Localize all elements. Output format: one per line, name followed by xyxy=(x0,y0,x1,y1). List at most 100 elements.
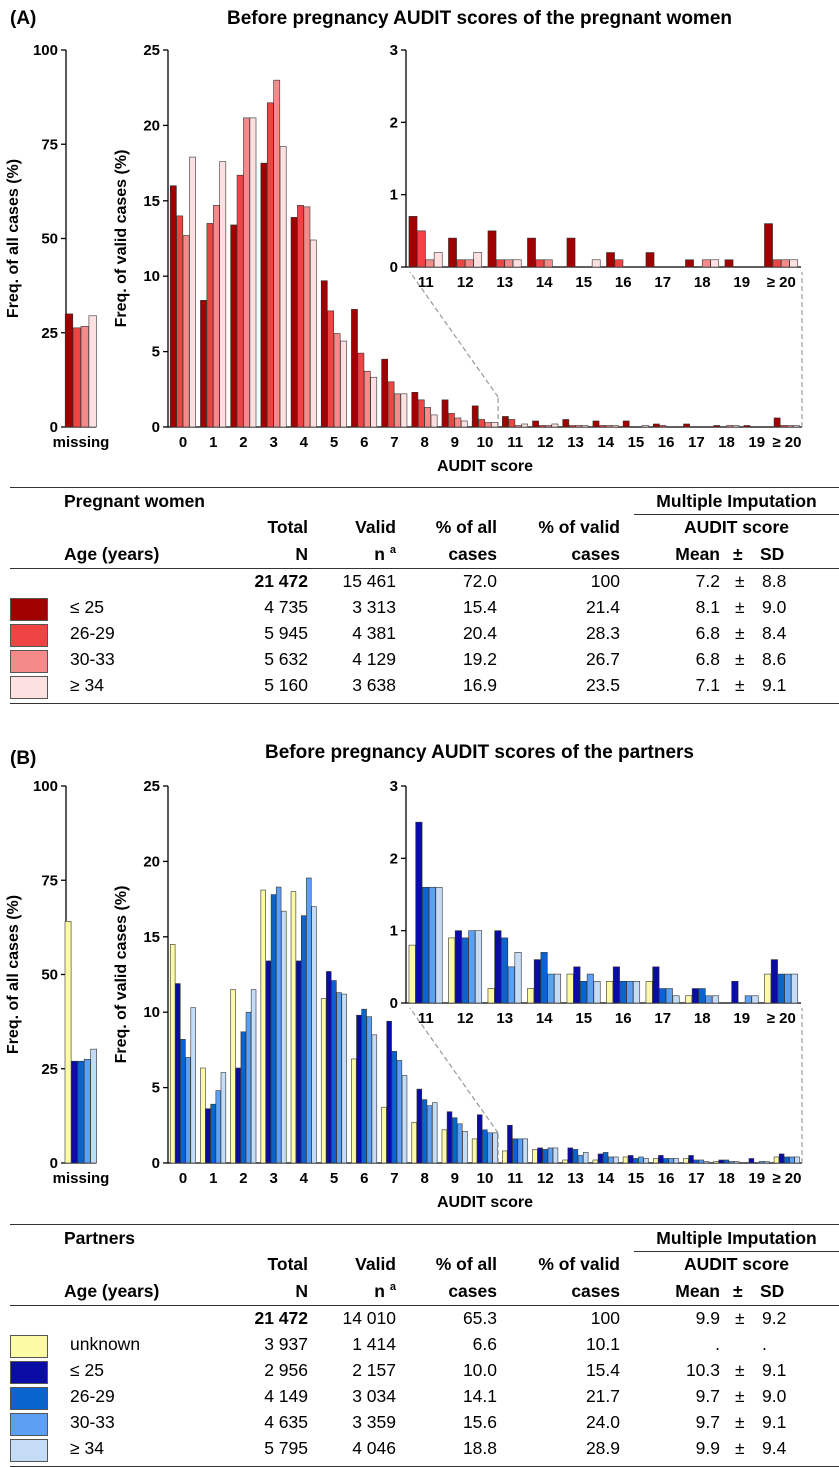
y-tick-label: 100 xyxy=(33,42,58,59)
bar xyxy=(611,425,619,428)
x-tick-label: 18 xyxy=(718,1170,735,1187)
x-tick-label: 18 xyxy=(718,434,735,451)
bar xyxy=(448,237,457,268)
x-tick-label: 3 xyxy=(269,1170,277,1187)
table-row-valid: 2 157 xyxy=(352,1360,396,1380)
table-row-age: unknown xyxy=(70,1334,141,1354)
bar xyxy=(491,422,498,428)
table-row-pct-all: 6.6 xyxy=(472,1334,497,1354)
bar xyxy=(265,960,272,1164)
table-row-pm: ± xyxy=(735,623,745,643)
y-tick-label: 3 xyxy=(390,778,398,795)
bar xyxy=(303,206,311,428)
bar xyxy=(200,300,207,428)
x-tick-label: 5 xyxy=(330,434,338,451)
bar xyxy=(169,185,177,428)
bar xyxy=(430,414,438,428)
table-total-row-sd: 9.2 xyxy=(762,1308,787,1328)
table-total-row-valid: 15 461 xyxy=(342,571,396,591)
table-total-row-pct-all: 72.0 xyxy=(462,571,497,591)
x-tick-label: 3 xyxy=(269,434,277,451)
header-pct-valid: % of valid xyxy=(538,517,620,537)
table-row-sd: 9.1 xyxy=(762,675,787,695)
x-tick-label: 1 xyxy=(209,1170,217,1187)
bar xyxy=(581,425,589,428)
bar xyxy=(441,1129,448,1164)
y-tick-label: 15 xyxy=(143,929,160,946)
table-row-valid: 1 414 xyxy=(352,1334,396,1354)
bar xyxy=(784,973,792,1004)
x-tick-label: 11 xyxy=(507,434,523,451)
x-tick-label: 13 xyxy=(496,274,513,291)
bar xyxy=(685,995,693,1004)
bar xyxy=(685,259,694,268)
bar xyxy=(597,1153,604,1164)
bar xyxy=(778,1153,785,1164)
bar xyxy=(764,1161,770,1164)
multiple-imputation-label: Multiple Imputation xyxy=(656,491,817,511)
bar xyxy=(638,1156,644,1164)
zoom-connector xyxy=(409,271,499,398)
y-tick-label: 20 xyxy=(143,117,160,134)
x-axis-label: AUDIT score xyxy=(437,1194,533,1211)
bar xyxy=(417,230,426,268)
bar xyxy=(619,981,627,1004)
bar xyxy=(425,259,435,268)
x-tick-label: 19 xyxy=(733,274,750,291)
bar xyxy=(422,886,430,1004)
bar xyxy=(573,966,581,1004)
y-tick-label: 5 xyxy=(152,344,160,361)
bar xyxy=(462,1131,468,1164)
y-tick-label: 10 xyxy=(143,268,160,285)
table-row-total: 4 635 xyxy=(264,1412,308,1432)
x-axis-label: AUDIT score xyxy=(437,458,533,475)
table-row-pm: ± xyxy=(735,675,745,695)
x-tick-label: 0 xyxy=(179,1170,187,1187)
x-tick-label: 0 xyxy=(179,434,187,451)
table-row-sd: 9.0 xyxy=(762,1386,787,1406)
x-tick-label: 17 xyxy=(654,274,671,291)
table-row-valid: 4 046 xyxy=(352,1438,396,1458)
bar xyxy=(220,1072,227,1164)
x-tick-label: ≥ 20 xyxy=(772,434,801,451)
bar xyxy=(333,333,341,428)
bar xyxy=(653,423,660,428)
bar xyxy=(415,821,423,1004)
bar xyxy=(273,79,281,428)
table-group-label: Partners xyxy=(64,1228,136,1248)
header-pct-valid-cases: cases xyxy=(571,1281,620,1301)
x-tick-label: 15 xyxy=(575,1010,592,1027)
bar xyxy=(751,995,759,1004)
bar xyxy=(441,399,449,428)
bar xyxy=(663,1158,669,1164)
bar xyxy=(182,235,190,428)
bar xyxy=(351,309,358,428)
y-axis-label: Freq. of all cases (%) xyxy=(5,895,22,1054)
bar xyxy=(522,1138,529,1164)
x-tick-label: 14 xyxy=(536,1010,553,1027)
bar xyxy=(507,1124,513,1164)
table-row-total: 5 945 xyxy=(264,623,308,643)
table-row-pct-all: 15.6 xyxy=(462,1412,497,1432)
bar xyxy=(175,983,181,1164)
x-tick-label: 11 xyxy=(418,274,434,291)
bar xyxy=(394,393,401,428)
bar xyxy=(300,915,307,1164)
table-row-total: 5 795 xyxy=(264,1438,308,1458)
y-tick-label: 75 xyxy=(41,872,58,889)
bar xyxy=(713,1161,719,1164)
table-row-age: 26-29 xyxy=(70,1386,115,1406)
bar xyxy=(341,993,347,1164)
table-row-sd: 9.0 xyxy=(762,597,787,617)
bar xyxy=(88,315,97,428)
bar xyxy=(435,886,443,1004)
bar xyxy=(784,1156,790,1164)
bar xyxy=(633,1158,639,1164)
bar xyxy=(521,423,529,428)
header-total: Total xyxy=(267,517,308,537)
x-tick-label: 5 xyxy=(330,1170,338,1187)
bar xyxy=(582,1152,589,1164)
bar xyxy=(340,340,347,428)
bar xyxy=(433,252,443,268)
